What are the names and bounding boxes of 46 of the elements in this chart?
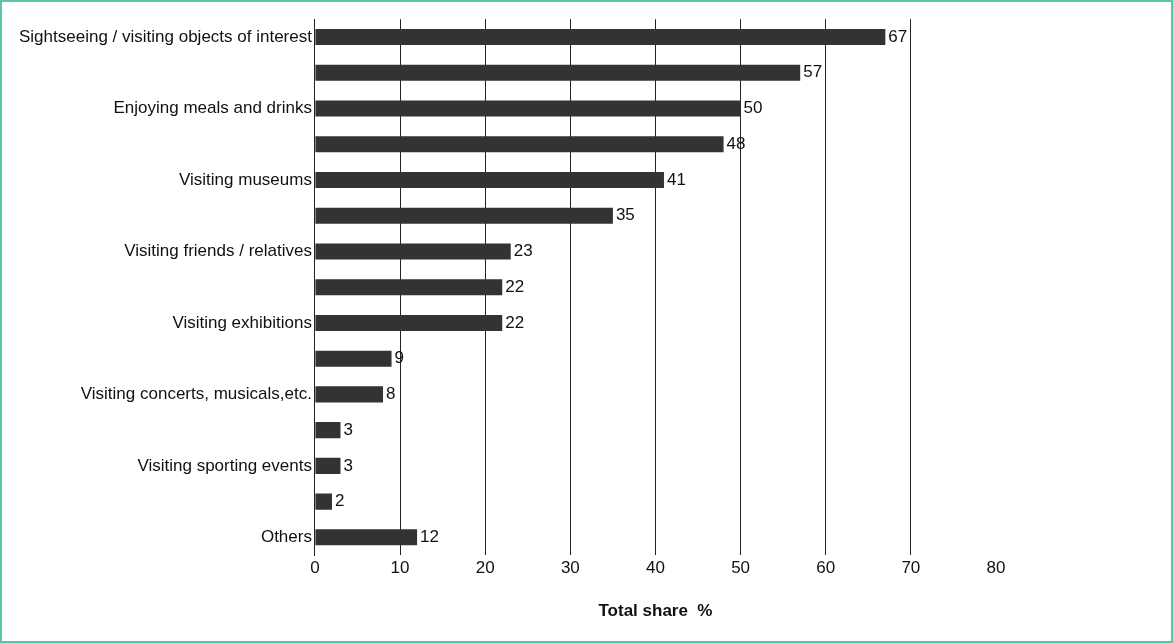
y-tick-label: Others: [260, 527, 312, 547]
bar: [315, 386, 384, 403]
x-tick-label: 30: [560, 558, 580, 578]
x-tick-label: 80: [986, 558, 1006, 578]
bar: [315, 493, 332, 510]
bar: [315, 243, 511, 260]
data-label: 8: [386, 384, 396, 404]
data-label: 3: [343, 419, 353, 439]
bar: [315, 457, 341, 474]
bar: [315, 207, 613, 224]
bar: [315, 64, 801, 81]
data-label: 35: [615, 205, 635, 225]
bar: [315, 100, 741, 117]
x-tick-label: 60: [816, 558, 836, 578]
x-tick-label: 10: [390, 558, 410, 578]
bar: [315, 171, 664, 189]
data-label: 2: [334, 491, 345, 511]
y-tick-label: Visiting friends / relatives: [124, 241, 312, 261]
data-label: 67: [888, 26, 908, 46]
data-label: 22: [505, 312, 525, 332]
bar: [315, 314, 503, 331]
data-label: 50: [743, 98, 763, 118]
x-tick-label: 70: [901, 558, 921, 578]
y-tick-label: Enjoying meals and drinks: [113, 98, 312, 118]
bar: [315, 350, 392, 367]
y-tick-label: Visiting exhibitions: [172, 312, 312, 332]
y-tick-label: Visiting concerts, musicals,etc.: [80, 384, 312, 404]
y-tick-label: Visiting museums: [179, 169, 312, 189]
data-label: 41: [666, 169, 686, 189]
data-label: 22: [505, 276, 525, 296]
data-label: 12: [420, 527, 440, 547]
bar: [315, 279, 503, 296]
data-label: 3: [343, 455, 353, 475]
x-tick-label: 50: [731, 558, 751, 578]
bar: [315, 136, 724, 153]
bar: [315, 529, 418, 546]
data-label: 57: [803, 62, 823, 82]
x-axis-title: Total share %: [598, 601, 713, 621]
y-tick-label: Sightseeing / visiting objects of interest: [19, 26, 313, 46]
x-tick-label: 20: [475, 558, 495, 578]
bar: [315, 29, 886, 46]
data-label: 23: [513, 241, 533, 261]
x-tick-label: 40: [646, 558, 665, 578]
bar: [315, 422, 341, 439]
y-tick-label: Visiting sporting events: [137, 455, 312, 475]
x-tick-label: 0: [310, 558, 320, 578]
